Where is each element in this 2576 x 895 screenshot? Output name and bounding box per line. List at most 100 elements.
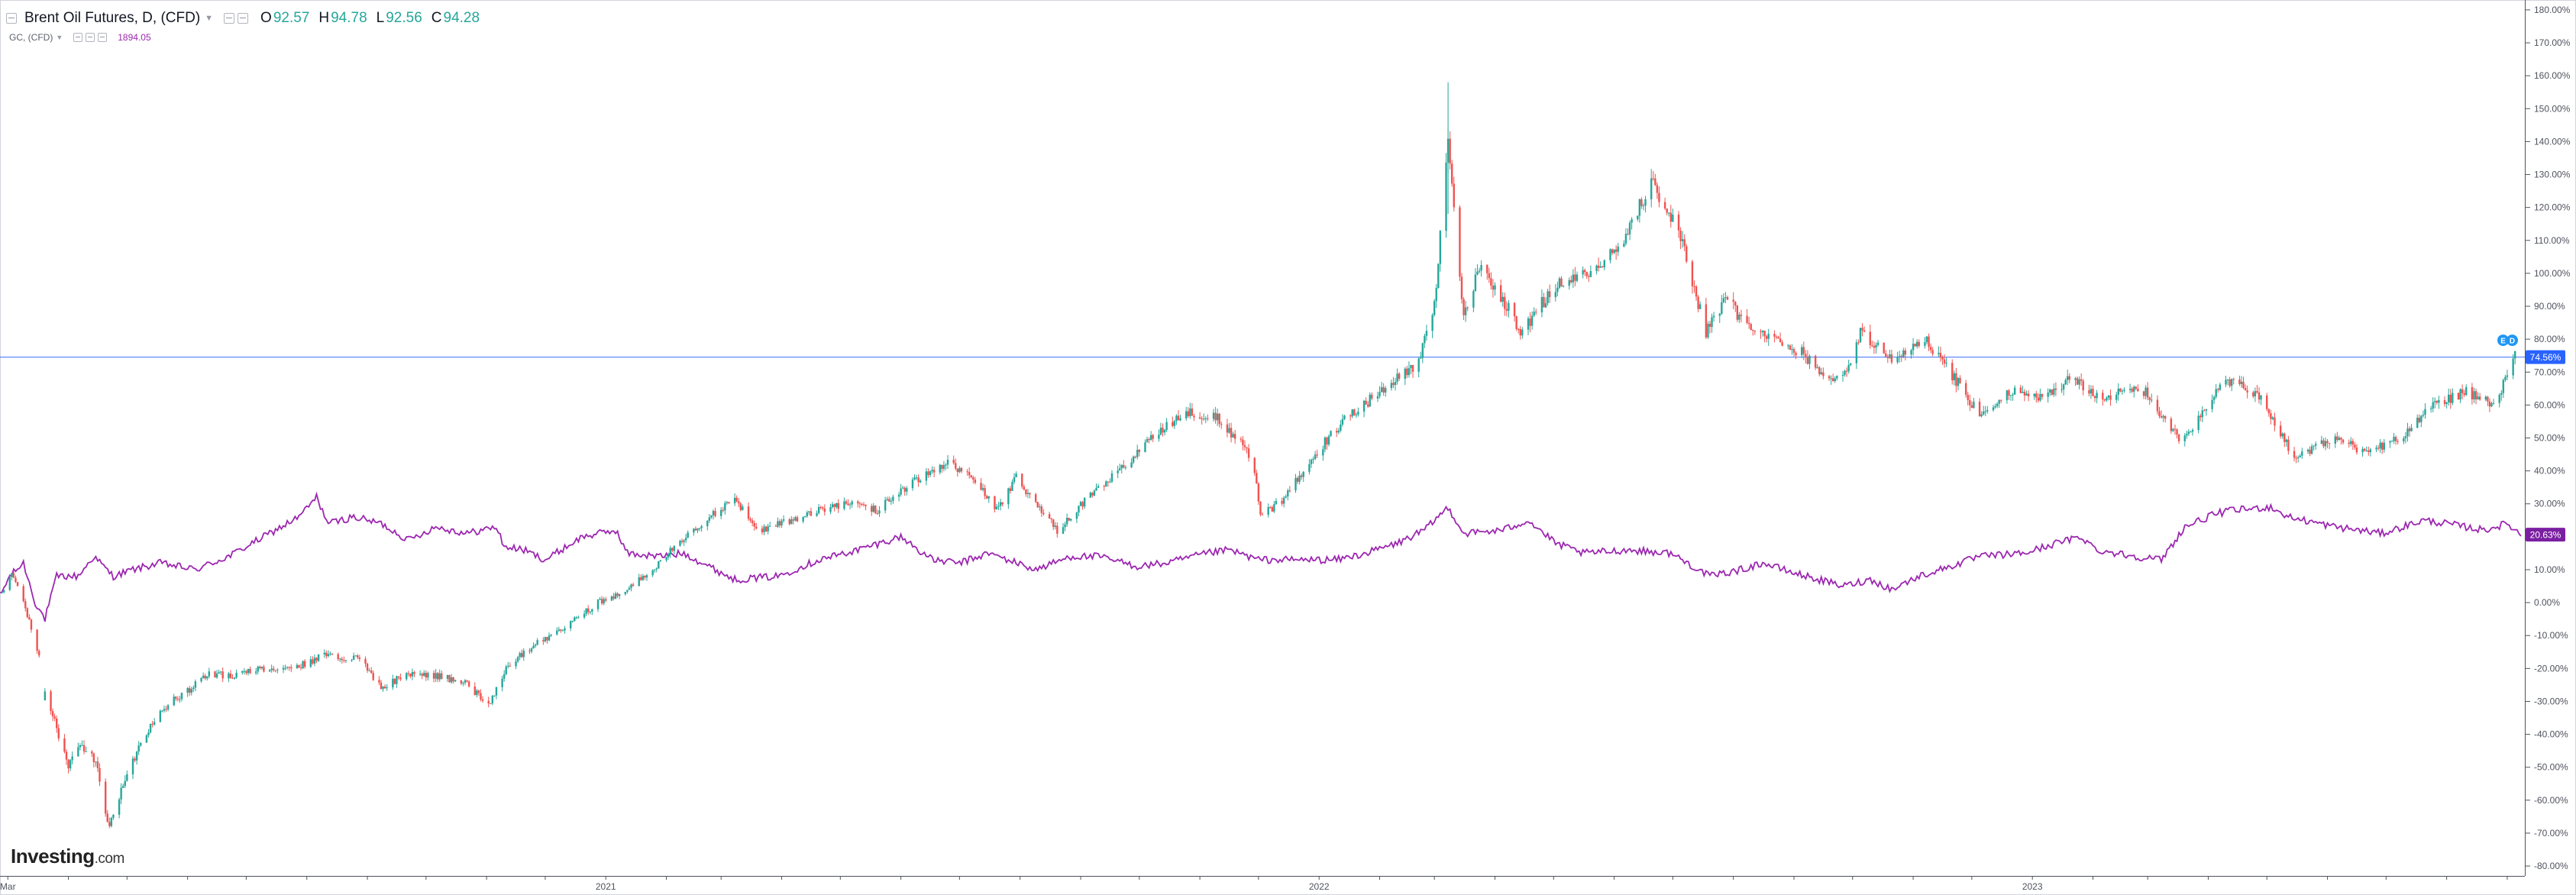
candle-body	[684, 538, 687, 541]
candle-body	[1705, 304, 1708, 338]
candle-body	[503, 674, 506, 679]
candle-body	[215, 674, 218, 678]
candle-body	[1521, 329, 1524, 336]
candle-body	[2397, 441, 2399, 442]
candle-body	[781, 520, 783, 526]
candle-body	[858, 503, 861, 505]
candle-body	[2348, 442, 2350, 444]
candle-body	[2403, 438, 2405, 442]
candle-body	[1938, 353, 1940, 354]
candle-body	[407, 673, 409, 674]
candle-body	[1216, 413, 1219, 421]
candle-body	[1243, 445, 1246, 448]
candle-body	[1547, 291, 1549, 304]
candle-body	[901, 487, 904, 489]
candle-body	[1747, 322, 1750, 325]
overlay-symbol[interactable]: GC, (CFD)	[9, 32, 53, 43]
candle-body	[131, 758, 134, 774]
candle-body	[260, 667, 263, 668]
candle-body	[788, 519, 790, 525]
chevron-down-icon[interactable]: ▼	[205, 14, 214, 23]
candle-body	[1366, 404, 1369, 407]
eye-icon[interactable]	[224, 13, 235, 24]
candle-body	[2096, 393, 2098, 399]
candle-body	[2131, 389, 2133, 392]
candle-body	[792, 519, 795, 521]
candle-body	[1992, 407, 1995, 411]
candle-body	[1392, 383, 1395, 386]
y-tick-label: -10.00%	[2534, 630, 2568, 641]
chevron-down-icon[interactable]: ▼	[56, 34, 63, 41]
candle-body	[884, 499, 887, 511]
candle-body	[2443, 399, 2446, 405]
candle-body	[1875, 344, 1877, 348]
candle-body	[1763, 331, 1766, 337]
candle-body	[1805, 354, 1807, 357]
candle-body	[1173, 421, 1176, 426]
candle-body	[382, 687, 384, 690]
candle-body	[1914, 344, 1916, 347]
candle-body	[1492, 286, 1495, 290]
candle-body	[1256, 473, 1258, 484]
candle-body	[1107, 481, 1110, 483]
symbol-title[interactable]: Brent Oil Futures, D, (CFD)	[24, 10, 201, 26]
candle-body	[2500, 393, 2503, 395]
candle-body	[1802, 347, 1805, 354]
candle-body	[214, 671, 216, 678]
candle-body	[2023, 392, 2026, 396]
candle-body	[2, 590, 5, 593]
candle-body	[1683, 239, 1686, 247]
candle-body	[1327, 436, 1330, 445]
candle-body	[913, 477, 916, 480]
candle-body	[2448, 394, 2450, 402]
candle-body	[303, 661, 306, 667]
candle-body	[1411, 365, 1414, 372]
y-tick-label: 90.00%	[2534, 301, 2565, 312]
candle-body	[843, 501, 845, 509]
candle-body	[1861, 328, 1863, 331]
candle-body	[600, 599, 603, 604]
candle-body	[351, 660, 353, 661]
candle-body	[767, 526, 769, 532]
candle-body	[2310, 446, 2313, 454]
candle-body	[628, 587, 631, 590]
candle-body	[2162, 415, 2164, 418]
candle-body	[1109, 481, 1111, 483]
candle-body	[2354, 444, 2356, 448]
candle-body	[495, 687, 498, 696]
candle-body	[2119, 388, 2122, 392]
candle-body	[1091, 493, 1094, 496]
candle-body	[1548, 291, 1551, 298]
candle-body	[1967, 395, 1969, 400]
candle-body	[1773, 334, 1776, 337]
candle-body	[1998, 399, 2000, 404]
close-icon[interactable]	[98, 33, 108, 42]
y-tick-label: 160.00%	[2534, 70, 2571, 81]
candle-body	[358, 657, 361, 659]
current-value-tag	[2526, 528, 2565, 542]
candle-body	[2465, 387, 2468, 396]
candle-body	[587, 608, 590, 612]
candle-body	[733, 497, 736, 504]
candle-body	[876, 513, 879, 515]
candle-body	[1613, 249, 1615, 254]
candle-body	[2484, 396, 2487, 400]
candle-body	[2274, 417, 2276, 426]
candle-body	[848, 504, 852, 506]
eye-icon[interactable]	[73, 33, 83, 42]
candle-body	[1253, 457, 1256, 473]
y-tick-label: 70.00%	[2534, 367, 2565, 377]
candle-body	[1834, 378, 1836, 381]
settings-icon[interactable]	[238, 13, 249, 24]
low-value: 92.56	[386, 10, 422, 26]
settings-icon[interactable]	[86, 33, 95, 42]
candle-body	[874, 506, 877, 514]
candle-body	[645, 575, 648, 578]
candle-body	[2037, 397, 2040, 401]
collapse-toggle[interactable]	[6, 13, 17, 24]
candle-body	[1711, 317, 1713, 328]
candle-body	[534, 645, 537, 646]
candle-body	[1595, 265, 1598, 272]
